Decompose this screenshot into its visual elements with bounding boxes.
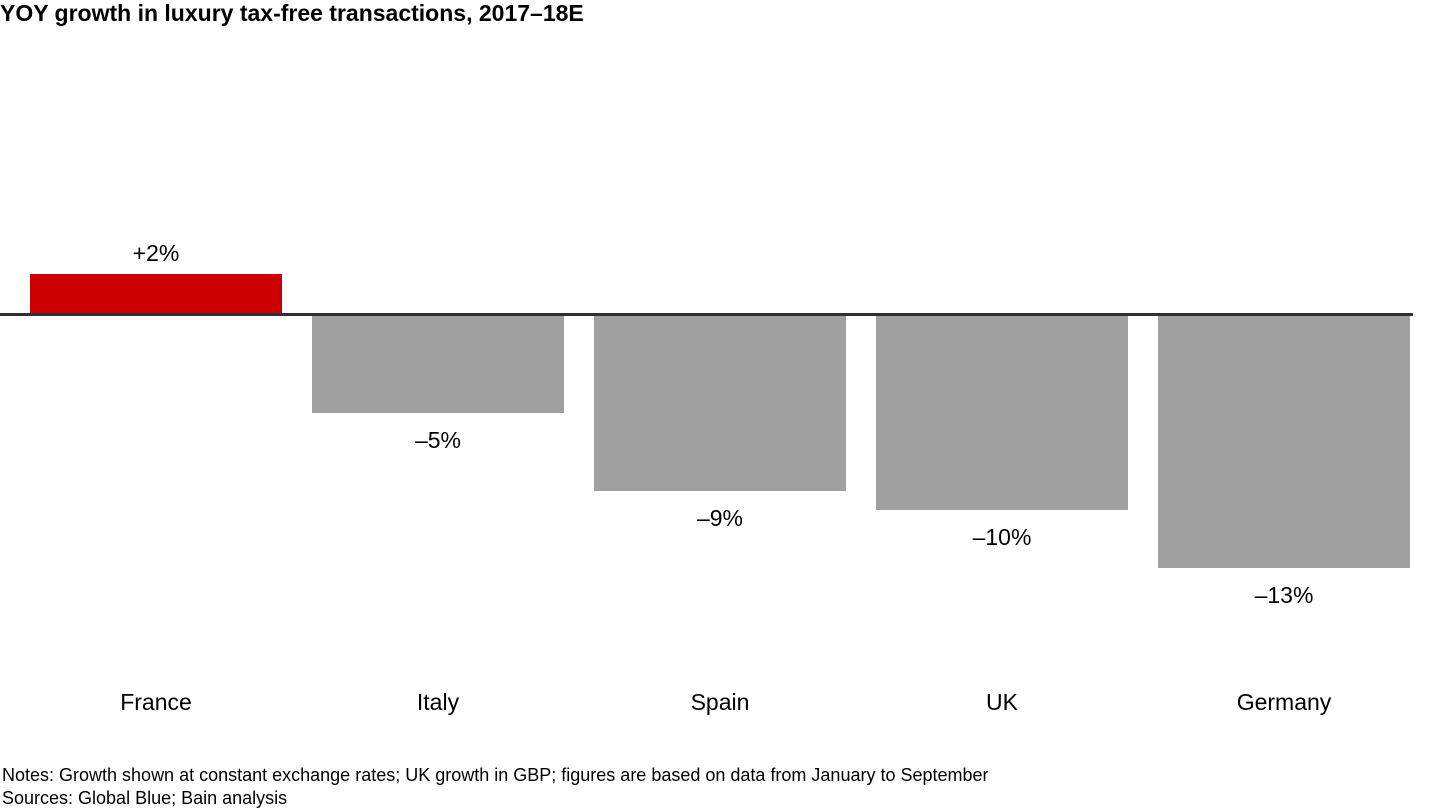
chart-title: YOY growth in luxury tax-free transactio…: [0, 0, 584, 26]
category-label-germany: Germany: [1236, 689, 1332, 715]
value-label-germany: –13%: [1254, 582, 1314, 608]
bar-spain: [594, 316, 846, 491]
footer: Notes: Growth shown at constant exchange…: [2, 764, 989, 810]
category-label-spain: Spain: [690, 689, 750, 715]
bar-france: [30, 274, 282, 313]
category-label-italy: Italy: [416, 689, 460, 715]
sources-text: Sources: Global Blue; Bain analysis: [2, 788, 288, 808]
value-label-spain: –9%: [696, 505, 744, 531]
bar-uk: [876, 316, 1128, 510]
bar-italy: [312, 316, 564, 413]
value-label-italy: –5%: [414, 427, 462, 453]
notes-text: Notes: Growth shown at constant exchange…: [2, 765, 989, 785]
value-label-france: +2%: [132, 240, 180, 266]
category-label-france: France: [120, 689, 192, 715]
value-label-uk: –10%: [972, 524, 1032, 550]
bar-germany: [1158, 316, 1410, 568]
category-label-uk: UK: [986, 689, 1018, 715]
zero-baseline: [0, 313, 1413, 316]
